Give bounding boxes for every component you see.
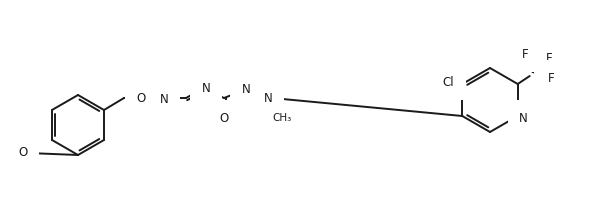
Text: N: N <box>202 82 211 94</box>
Text: H: H <box>160 86 168 96</box>
Text: F: F <box>547 71 554 85</box>
Text: H: H <box>242 76 250 86</box>
Text: F: F <box>521 48 528 61</box>
Text: N: N <box>160 92 169 106</box>
Text: N: N <box>263 91 272 105</box>
Text: O: O <box>19 147 28 160</box>
Text: O: O <box>136 91 146 105</box>
Text: N: N <box>242 83 250 95</box>
Text: O: O <box>220 111 229 125</box>
Text: CH₃: CH₃ <box>272 113 291 123</box>
Text: F: F <box>545 51 552 65</box>
Text: N: N <box>520 111 528 125</box>
Text: Cl: Cl <box>442 75 454 89</box>
